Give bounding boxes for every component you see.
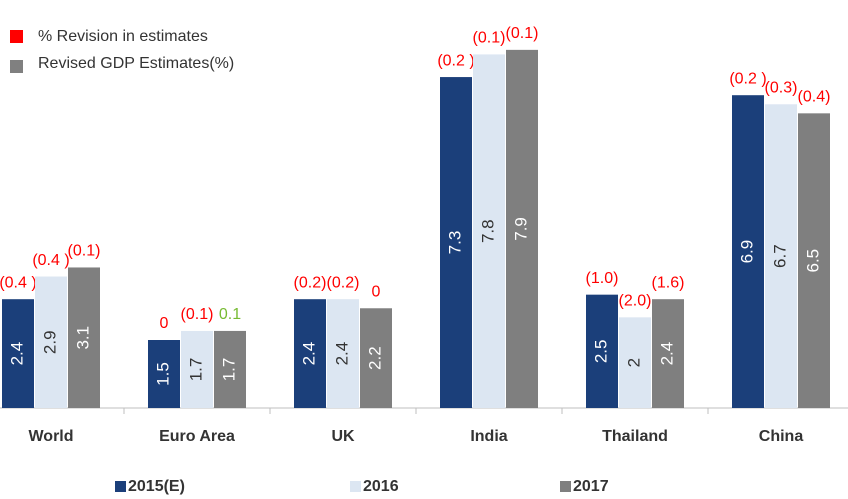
value-label: 2.5: [591, 340, 610, 364]
value-label: 7.8: [478, 219, 497, 243]
x-tick-label: China: [759, 428, 804, 445]
revision-label: (0.1): [181, 306, 214, 323]
bar: [360, 308, 392, 408]
revision-label: 0: [372, 283, 381, 300]
value-label: 6.9: [737, 240, 756, 264]
value-label: 2: [624, 358, 643, 367]
bar: [506, 49, 538, 408]
value-label: 2.4: [332, 342, 351, 366]
revision-label: (0.2 ): [729, 70, 766, 87]
value-label: 1.7: [186, 358, 205, 382]
legend-swatch: [10, 30, 23, 43]
revision-label: (0.1): [506, 25, 539, 42]
revision-label: (1.6): [652, 274, 685, 291]
value-label: 2.9: [40, 330, 59, 354]
legend-label: 2015(E): [128, 478, 185, 495]
bar: [652, 299, 684, 408]
revision-label: (2.0): [619, 293, 652, 310]
legend-swatch: [350, 481, 361, 492]
revision-label: 0: [160, 315, 169, 332]
value-label: 1.5: [153, 362, 172, 386]
x-tick-label: World: [28, 428, 73, 445]
legend-label: % Revision in estimates: [38, 28, 208, 45]
x-tick-label: India: [470, 428, 507, 445]
revision-label: (0.3): [765, 79, 798, 96]
value-label: 7.3: [445, 231, 464, 255]
value-label: 2.4: [657, 342, 676, 366]
value-label: 1.7: [219, 358, 238, 382]
bar: [294, 299, 326, 408]
bar: [35, 276, 67, 408]
bar: [586, 294, 618, 408]
bar: [327, 299, 359, 408]
revision-label: 0.1: [219, 306, 241, 323]
value-label: 2.4: [7, 342, 26, 366]
bar: [798, 113, 830, 408]
value-label: 7.9: [511, 217, 530, 241]
bar: [765, 104, 797, 409]
value-label: 6.7: [770, 244, 789, 268]
value-label: 3.1: [73, 326, 92, 350]
legend-swatch: [115, 481, 126, 492]
value-label: 6.5: [803, 249, 822, 273]
bar: [2, 299, 34, 408]
revision-label: (0.2): [327, 274, 360, 291]
value-label: 2.2: [365, 346, 384, 370]
bar: [181, 330, 213, 408]
bar: [619, 317, 651, 408]
x-tick-label: Euro Area: [159, 428, 235, 445]
value-label: 2.4: [299, 342, 318, 366]
x-tick-label: Thailand: [602, 428, 668, 445]
bar: [214, 330, 246, 408]
legend-label: 2017: [573, 478, 609, 495]
bar: [440, 77, 472, 409]
bar: [473, 54, 505, 409]
bar: [148, 340, 180, 408]
legend-swatch: [560, 481, 571, 492]
revision-label: (0.2): [294, 274, 327, 291]
x-tick-label: UK: [331, 428, 355, 445]
revision-label: (0.4): [798, 89, 831, 106]
legend-label: 2016: [363, 478, 399, 495]
bar: [68, 267, 100, 408]
revision-label: (0.1): [68, 243, 101, 260]
legend-swatch: [10, 60, 23, 73]
revision-label: (0.1): [473, 30, 506, 47]
revision-label: (0.2 ): [437, 52, 474, 69]
revision-label: (1.0): [586, 270, 619, 287]
bar: [732, 95, 764, 408]
revision-label: (0.4 ): [32, 252, 69, 269]
revision-label: (0.4 ): [0, 274, 37, 291]
legend-label: Revised GDP Estimates(%): [38, 55, 234, 72]
